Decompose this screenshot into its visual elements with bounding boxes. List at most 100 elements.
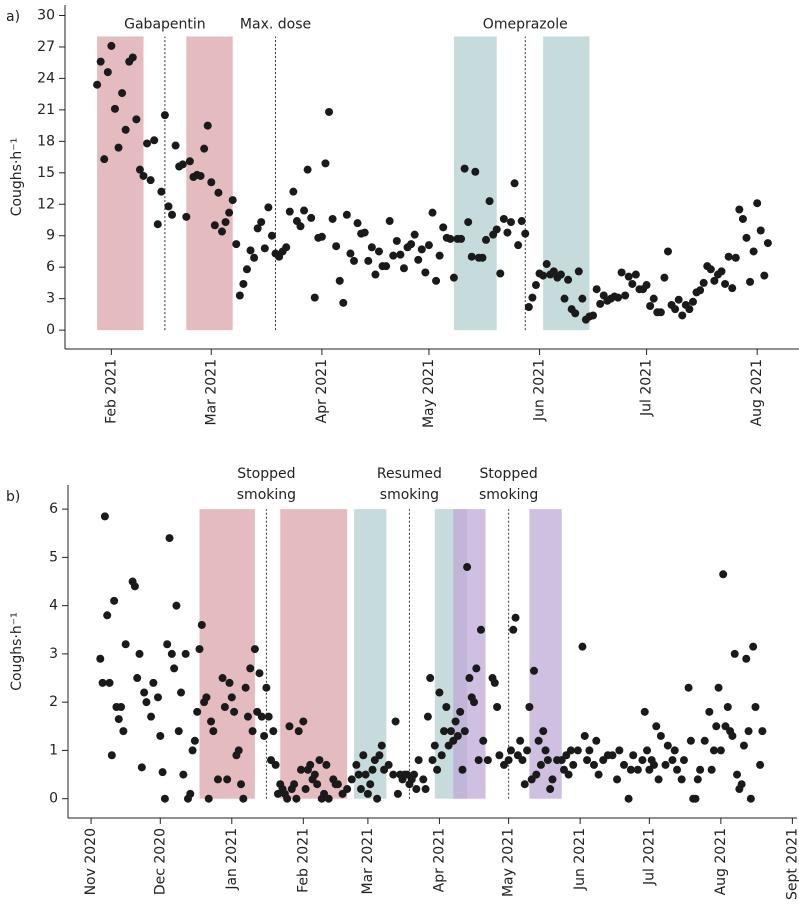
- data-point: [197, 620, 206, 629]
- event-label: Resumed: [377, 466, 442, 482]
- data-point: [248, 727, 257, 736]
- data-point: [564, 275, 573, 284]
- x-tick-label: May 2021: [501, 828, 517, 897]
- data-point: [292, 794, 301, 803]
- data-point: [539, 271, 548, 280]
- data-point: [121, 125, 130, 134]
- data-point: [654, 775, 663, 784]
- data-point: [467, 252, 476, 261]
- data-point: [566, 746, 575, 755]
- data-point: [218, 674, 227, 683]
- data-point: [181, 649, 190, 658]
- data-point: [195, 645, 204, 654]
- y-tick-label: 21: [37, 102, 55, 118]
- data-point: [239, 279, 248, 288]
- data-point: [410, 230, 419, 239]
- data-point: [714, 683, 723, 692]
- data-point: [414, 255, 423, 264]
- data-point: [210, 221, 219, 230]
- data-point: [453, 731, 462, 740]
- data-point: [333, 780, 342, 789]
- event-label: Omeprazole: [483, 16, 568, 32]
- data-point: [223, 775, 232, 784]
- data-point: [103, 611, 112, 620]
- data-point: [691, 794, 700, 803]
- data-point: [678, 311, 687, 320]
- data-point: [290, 780, 299, 789]
- data-point: [509, 625, 518, 634]
- data-point: [646, 302, 655, 310]
- data-point: [299, 717, 308, 726]
- data-point: [153, 693, 162, 702]
- data-point: [589, 760, 598, 769]
- data-point: [313, 780, 322, 789]
- data-point: [419, 775, 428, 784]
- y-tick-label: 3: [49, 646, 58, 662]
- data-point: [324, 794, 333, 803]
- y-axis-label: Coughs·h⁻¹: [9, 138, 25, 217]
- data-point: [506, 746, 515, 755]
- y-tick-label: 4: [49, 598, 58, 614]
- event-label: smoking: [479, 487, 538, 503]
- data-point: [485, 197, 494, 206]
- data-point: [619, 760, 628, 769]
- data-point: [96, 654, 105, 663]
- data-point: [100, 512, 109, 521]
- data-point: [185, 157, 194, 166]
- data-point: [763, 239, 772, 248]
- x-tick-label: May 2021: [421, 359, 437, 428]
- data-point: [262, 683, 271, 692]
- data-point: [177, 688, 186, 697]
- data-point: [382, 262, 391, 271]
- data-point: [663, 247, 672, 256]
- data-point: [539, 727, 548, 736]
- data-point: [760, 271, 769, 280]
- data-point: [617, 268, 626, 277]
- data-point: [710, 276, 719, 285]
- x-tick-label: Dec 2020: [152, 828, 168, 895]
- data-point: [421, 785, 430, 794]
- y-tick-label: 9: [46, 228, 55, 244]
- data-point: [149, 678, 158, 687]
- data-point: [213, 775, 222, 784]
- data-point: [746, 794, 755, 803]
- data-point: [499, 214, 508, 223]
- data-point: [478, 253, 487, 262]
- data-point: [556, 270, 565, 279]
- data-point: [139, 171, 148, 180]
- data-point: [649, 760, 658, 769]
- x-tick-label: Apr 2021: [431, 828, 447, 892]
- data-point: [569, 760, 578, 769]
- data-point: [363, 789, 372, 798]
- data-point: [414, 756, 423, 765]
- data-point: [737, 780, 746, 789]
- event-label: Stopped: [237, 466, 295, 482]
- data-point: [739, 741, 748, 750]
- data-point: [721, 279, 730, 288]
- data-point: [385, 217, 394, 226]
- data-point: [103, 68, 112, 77]
- data-point: [432, 276, 441, 285]
- data-point: [243, 712, 252, 721]
- data-point: [234, 746, 243, 755]
- data-point: [629, 751, 638, 760]
- shaded-interval: [529, 509, 562, 799]
- data-point: [503, 228, 512, 237]
- data-point: [110, 104, 119, 113]
- data-point: [135, 649, 144, 658]
- x-tick-label: Jan 2021: [224, 828, 240, 891]
- data-point: [592, 285, 601, 294]
- data-point: [663, 741, 672, 750]
- panel-label: b): [6, 489, 20, 505]
- data-point: [354, 770, 363, 779]
- data-point: [440, 727, 449, 736]
- y-tick-label: 1: [49, 742, 58, 758]
- data-point: [170, 664, 179, 673]
- data-point: [652, 722, 661, 731]
- data-point: [114, 143, 123, 152]
- data-point: [728, 731, 737, 740]
- data-point: [421, 268, 430, 277]
- data-point: [160, 794, 169, 803]
- data-point: [137, 763, 146, 772]
- data-point: [463, 563, 472, 572]
